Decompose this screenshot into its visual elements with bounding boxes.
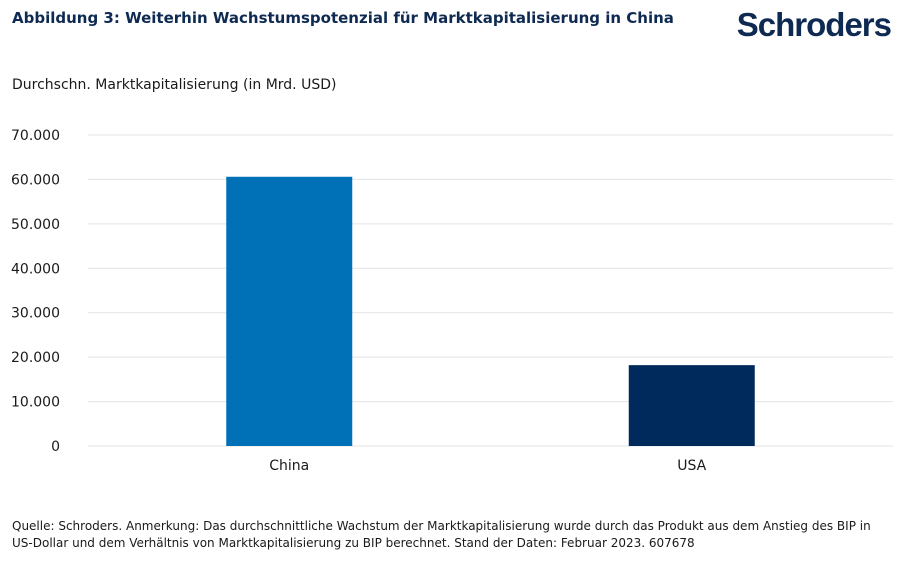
x-tick-label: China: [269, 458, 309, 474]
bar-chart: 0 10.000 20.000 30.000 40.000 50.000 60.000 70.…: [11, 128, 893, 474]
bar-china: [226, 176, 353, 446]
y-tick-label: 0: [51, 439, 60, 455]
schroders-logo: Schroders: [736, 6, 892, 43]
x-tick-label: USA: [677, 458, 706, 474]
y-tick-label: 60.000: [11, 172, 60, 188]
footnote: Quelle: Schroders. Anmerkung: Das durchs…: [12, 519, 871, 550]
y-tick-label: 50.000: [11, 217, 60, 233]
chart-title: Abbildung 3: Weiterhin Wachstumspotenzia…: [12, 9, 674, 27]
y-tick-label: 40.000: [11, 261, 60, 277]
y-tick-label: 20.000: [11, 350, 60, 366]
y-tick-label: 30.000: [11, 306, 60, 322]
y-tick-label: 70.000: [11, 128, 60, 144]
bar-usa: [628, 365, 755, 446]
y-axis-label: Durchschn. Marktkapitalisierung (in Mrd.…: [12, 77, 337, 93]
y-tick-label: 10.000: [11, 395, 60, 411]
